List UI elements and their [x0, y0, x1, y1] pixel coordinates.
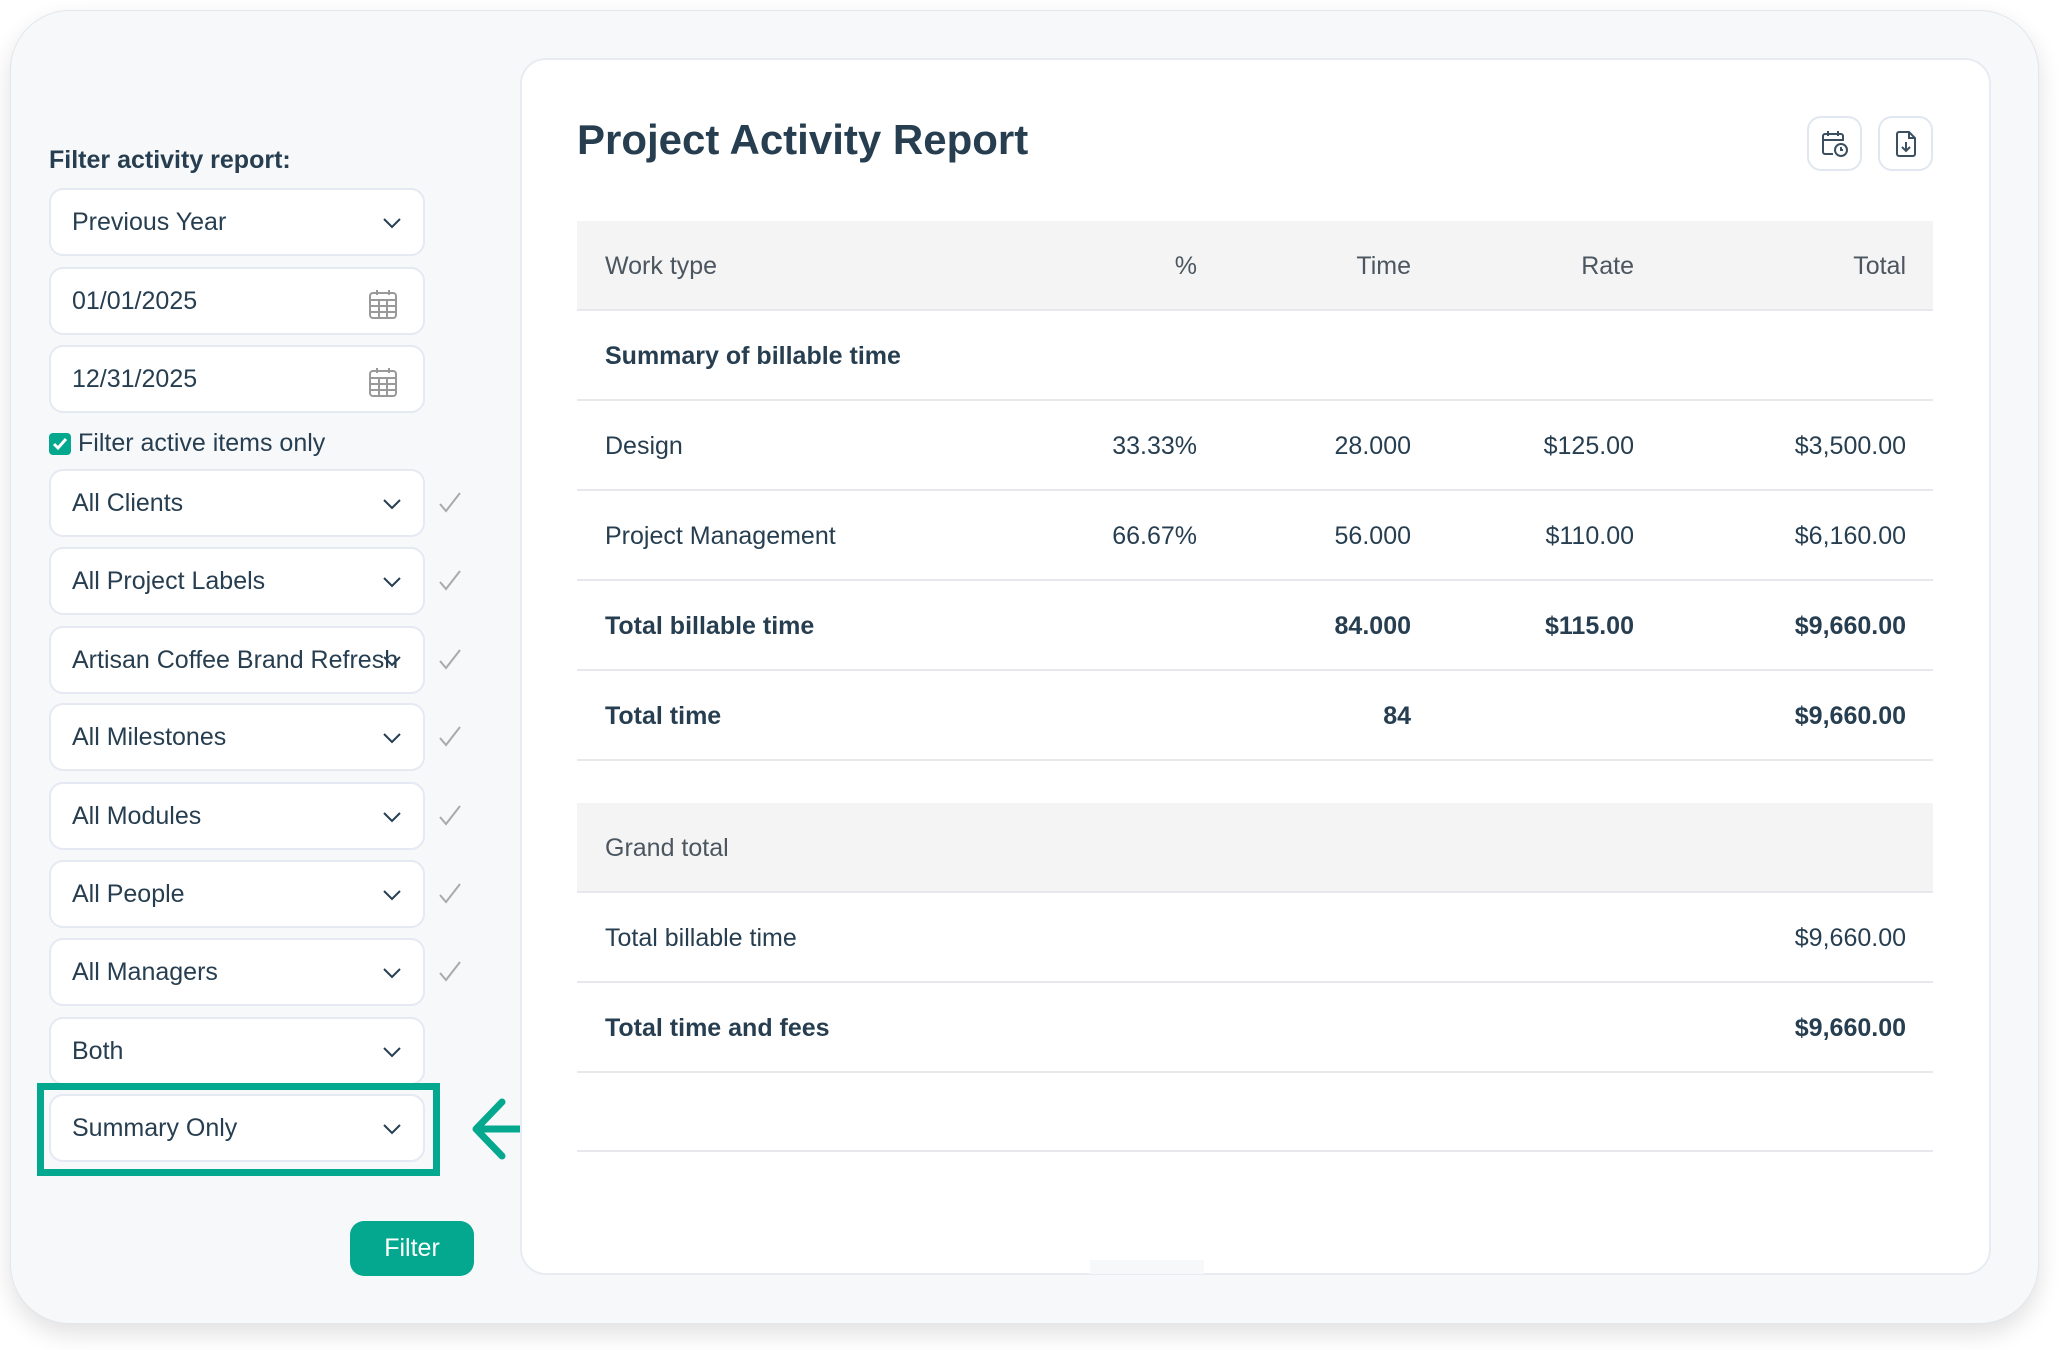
cell-total: $9,660.00: [1794, 702, 1906, 730]
checkmark-icon[interactable]: [438, 491, 462, 515]
active-items-checkbox[interactable]: Filter active items only: [49, 429, 325, 458]
checkbox-checked-icon[interactable]: [49, 432, 71, 455]
cell-rate: $125.00: [1543, 432, 1634, 460]
filter-button[interactable]: Filter: [350, 1221, 474, 1276]
calendar-clock-icon: [1821, 130, 1848, 157]
col-rate: Rate: [1581, 252, 1634, 280]
table-row: Design 33.33% 28.000 $125.00 $3,500.00: [577, 401, 1933, 491]
modules-select[interactable]: All Modules: [49, 782, 425, 850]
checkmark-icon[interactable]: [438, 648, 462, 672]
clients-value: All Clients: [72, 488, 184, 517]
period-select[interactable]: Previous Year: [49, 188, 425, 256]
download-report-button[interactable]: [1878, 116, 1933, 171]
chevron-down-icon: [383, 812, 401, 823]
billable-value: Both: [72, 1036, 124, 1065]
project-labels-value: All Project Labels: [72, 566, 266, 595]
project-labels-select[interactable]: All Project Labels: [49, 547, 425, 615]
cell-total: $9,660.00: [1794, 612, 1906, 640]
file-download-icon: [1895, 130, 1916, 157]
total-billable-row: Total billable time 84.000 $115.00 $9,66…: [577, 581, 1933, 671]
modules-value: All Modules: [72, 801, 202, 830]
cell-rate: $115.00: [1545, 612, 1634, 640]
chevron-down-icon: [383, 1124, 401, 1135]
cell-rate: $110.00: [1545, 522, 1634, 550]
cell-type: Total time and fees: [605, 1014, 830, 1042]
period-value: Previous Year: [72, 207, 227, 236]
calendar-icon[interactable]: [369, 289, 397, 319]
checkmark-icon[interactable]: [438, 725, 462, 749]
cell-type: Total billable time: [605, 612, 815, 640]
milestones-value: All Milestones: [72, 722, 227, 751]
cell-time: 84.000: [1334, 612, 1411, 640]
chevron-down-icon: [383, 499, 401, 510]
checkmark-icon[interactable]: [438, 960, 462, 984]
billable-select[interactable]: Both: [49, 1017, 425, 1085]
grand-total-heading: Grand total: [577, 803, 1933, 893]
people-select[interactable]: All People: [49, 860, 425, 928]
chevron-down-icon: [383, 1047, 401, 1058]
grand-total-label: Grand total: [605, 834, 729, 862]
col-time: Time: [1356, 252, 1411, 280]
start-date-input[interactable]: 01/01/2025: [49, 267, 425, 335]
checkmark-icon[interactable]: [438, 882, 462, 906]
section-heading: Summary of billable time: [577, 311, 1933, 401]
cell-type: Project Management: [605, 522, 836, 550]
filter-heading: Filter activity report:: [49, 146, 291, 174]
end-date-value: 12/31/2025: [72, 364, 198, 393]
highlight-box: [37, 1083, 440, 1176]
cell-type: Total time: [605, 702, 722, 730]
milestones-select[interactable]: All Milestones: [49, 703, 425, 771]
detail-level-select[interactable]: Summary Only: [49, 1094, 425, 1162]
checkmark-icon[interactable]: [438, 569, 462, 593]
cell-percent: 66.67%: [1112, 522, 1197, 550]
section-title: Summary of billable time: [605, 342, 901, 370]
managers-select[interactable]: All Managers: [49, 938, 425, 1006]
grand-fees-row: Total time and fees $9,660.00: [577, 983, 1933, 1073]
grand-billable-row: Total billable time $9,660.00: [577, 893, 1933, 983]
active-items-label: Filter active items only: [78, 429, 326, 457]
schedule-report-button[interactable]: [1807, 116, 1862, 171]
clients-select[interactable]: All Clients: [49, 469, 425, 537]
chevron-down-icon: [383, 656, 401, 667]
project-value: Artisan Coffee Brand Refresh: [72, 645, 399, 674]
cell-total: $9,660.00: [1794, 924, 1906, 952]
cell-percent: 33.33%: [1112, 432, 1197, 460]
divider: [577, 1150, 1933, 1152]
cell-type: Total billable time: [605, 924, 797, 952]
detail-level-value: Summary Only: [72, 1113, 238, 1142]
cell-time: 28.000: [1334, 432, 1411, 460]
cell-time: 84: [1383, 702, 1411, 730]
col-percent: %: [1174, 252, 1197, 280]
people-value: All People: [72, 879, 185, 908]
cell-total: $6,160.00: [1794, 522, 1906, 550]
cell-total: $3,500.00: [1794, 432, 1906, 460]
chevron-down-icon: [383, 733, 401, 744]
table-header: Work type % Time Rate Total: [577, 221, 1933, 311]
project-select[interactable]: Artisan Coffee Brand Refresh: [49, 626, 425, 694]
col-work-type: Work type: [605, 252, 718, 280]
total-time-row: Total time 84 $9,660.00: [577, 671, 1933, 761]
calendar-icon[interactable]: [369, 367, 397, 397]
chevron-down-icon: [383, 577, 401, 588]
cell-time: 56.000: [1334, 522, 1411, 550]
col-total: Total: [1853, 252, 1906, 280]
chevron-down-icon: [383, 890, 401, 901]
panel-tab: [1090, 1260, 1204, 1274]
chevron-down-icon: [383, 968, 401, 979]
end-date-input[interactable]: 12/31/2025: [49, 345, 425, 413]
cell-type: Design: [605, 432, 683, 460]
start-date-value: 01/01/2025: [72, 286, 198, 315]
chevron-down-icon: [383, 218, 401, 229]
page-title: Project Activity Report: [577, 116, 1029, 163]
table-row: Project Management 66.67% 56.000 $110.00…: [577, 491, 1933, 581]
managers-value: All Managers: [72, 957, 218, 986]
checkmark-icon[interactable]: [438, 804, 462, 828]
cell-total: $9,660.00: [1794, 1014, 1906, 1042]
